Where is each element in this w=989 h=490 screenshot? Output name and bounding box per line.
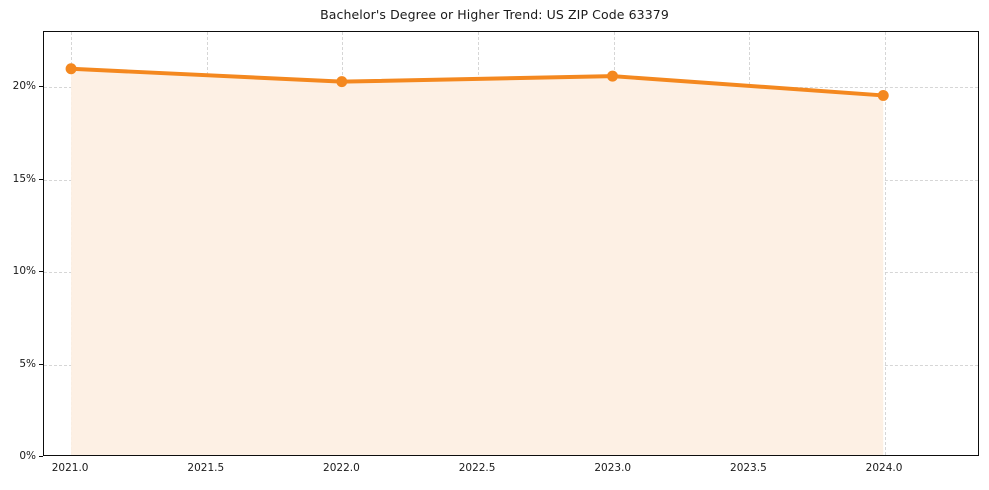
x-tick-label: 2023.5 <box>730 462 767 474</box>
x-tick-label: 2021.0 <box>51 462 89 474</box>
series-line-path <box>69 66 886 98</box>
x-tick-label: 2022.0 <box>323 462 360 474</box>
chart-title: Bachelor's Degree or Higher Trend: US ZI… <box>320 7 669 22</box>
data-point-marker <box>877 89 889 101</box>
y-tick-label: 20% <box>12 80 36 93</box>
y-tick-label: 5% <box>19 357 36 370</box>
x-tick-label: 2024.0 <box>865 462 903 474</box>
data-point-marker <box>336 76 348 88</box>
data-point-marker <box>607 70 619 82</box>
data-series-line <box>65 63 889 101</box>
y-tick-label: 10% <box>12 265 36 278</box>
area-fill-path <box>71 68 884 455</box>
y-tick-label: 0% <box>19 450 36 462</box>
y-tick-mark <box>39 456 43 457</box>
gridline-vertical <box>885 32 887 455</box>
x-tick-label: 2023.0 <box>594 462 632 474</box>
y-tick-label: 15% <box>12 172 36 185</box>
area-fill <box>71 68 884 455</box>
x-tick-label: 2021.5 <box>187 462 225 474</box>
data-point-marker <box>65 63 77 75</box>
x-tick-label: 2022.5 <box>458 462 496 474</box>
plot-area <box>43 31 979 456</box>
